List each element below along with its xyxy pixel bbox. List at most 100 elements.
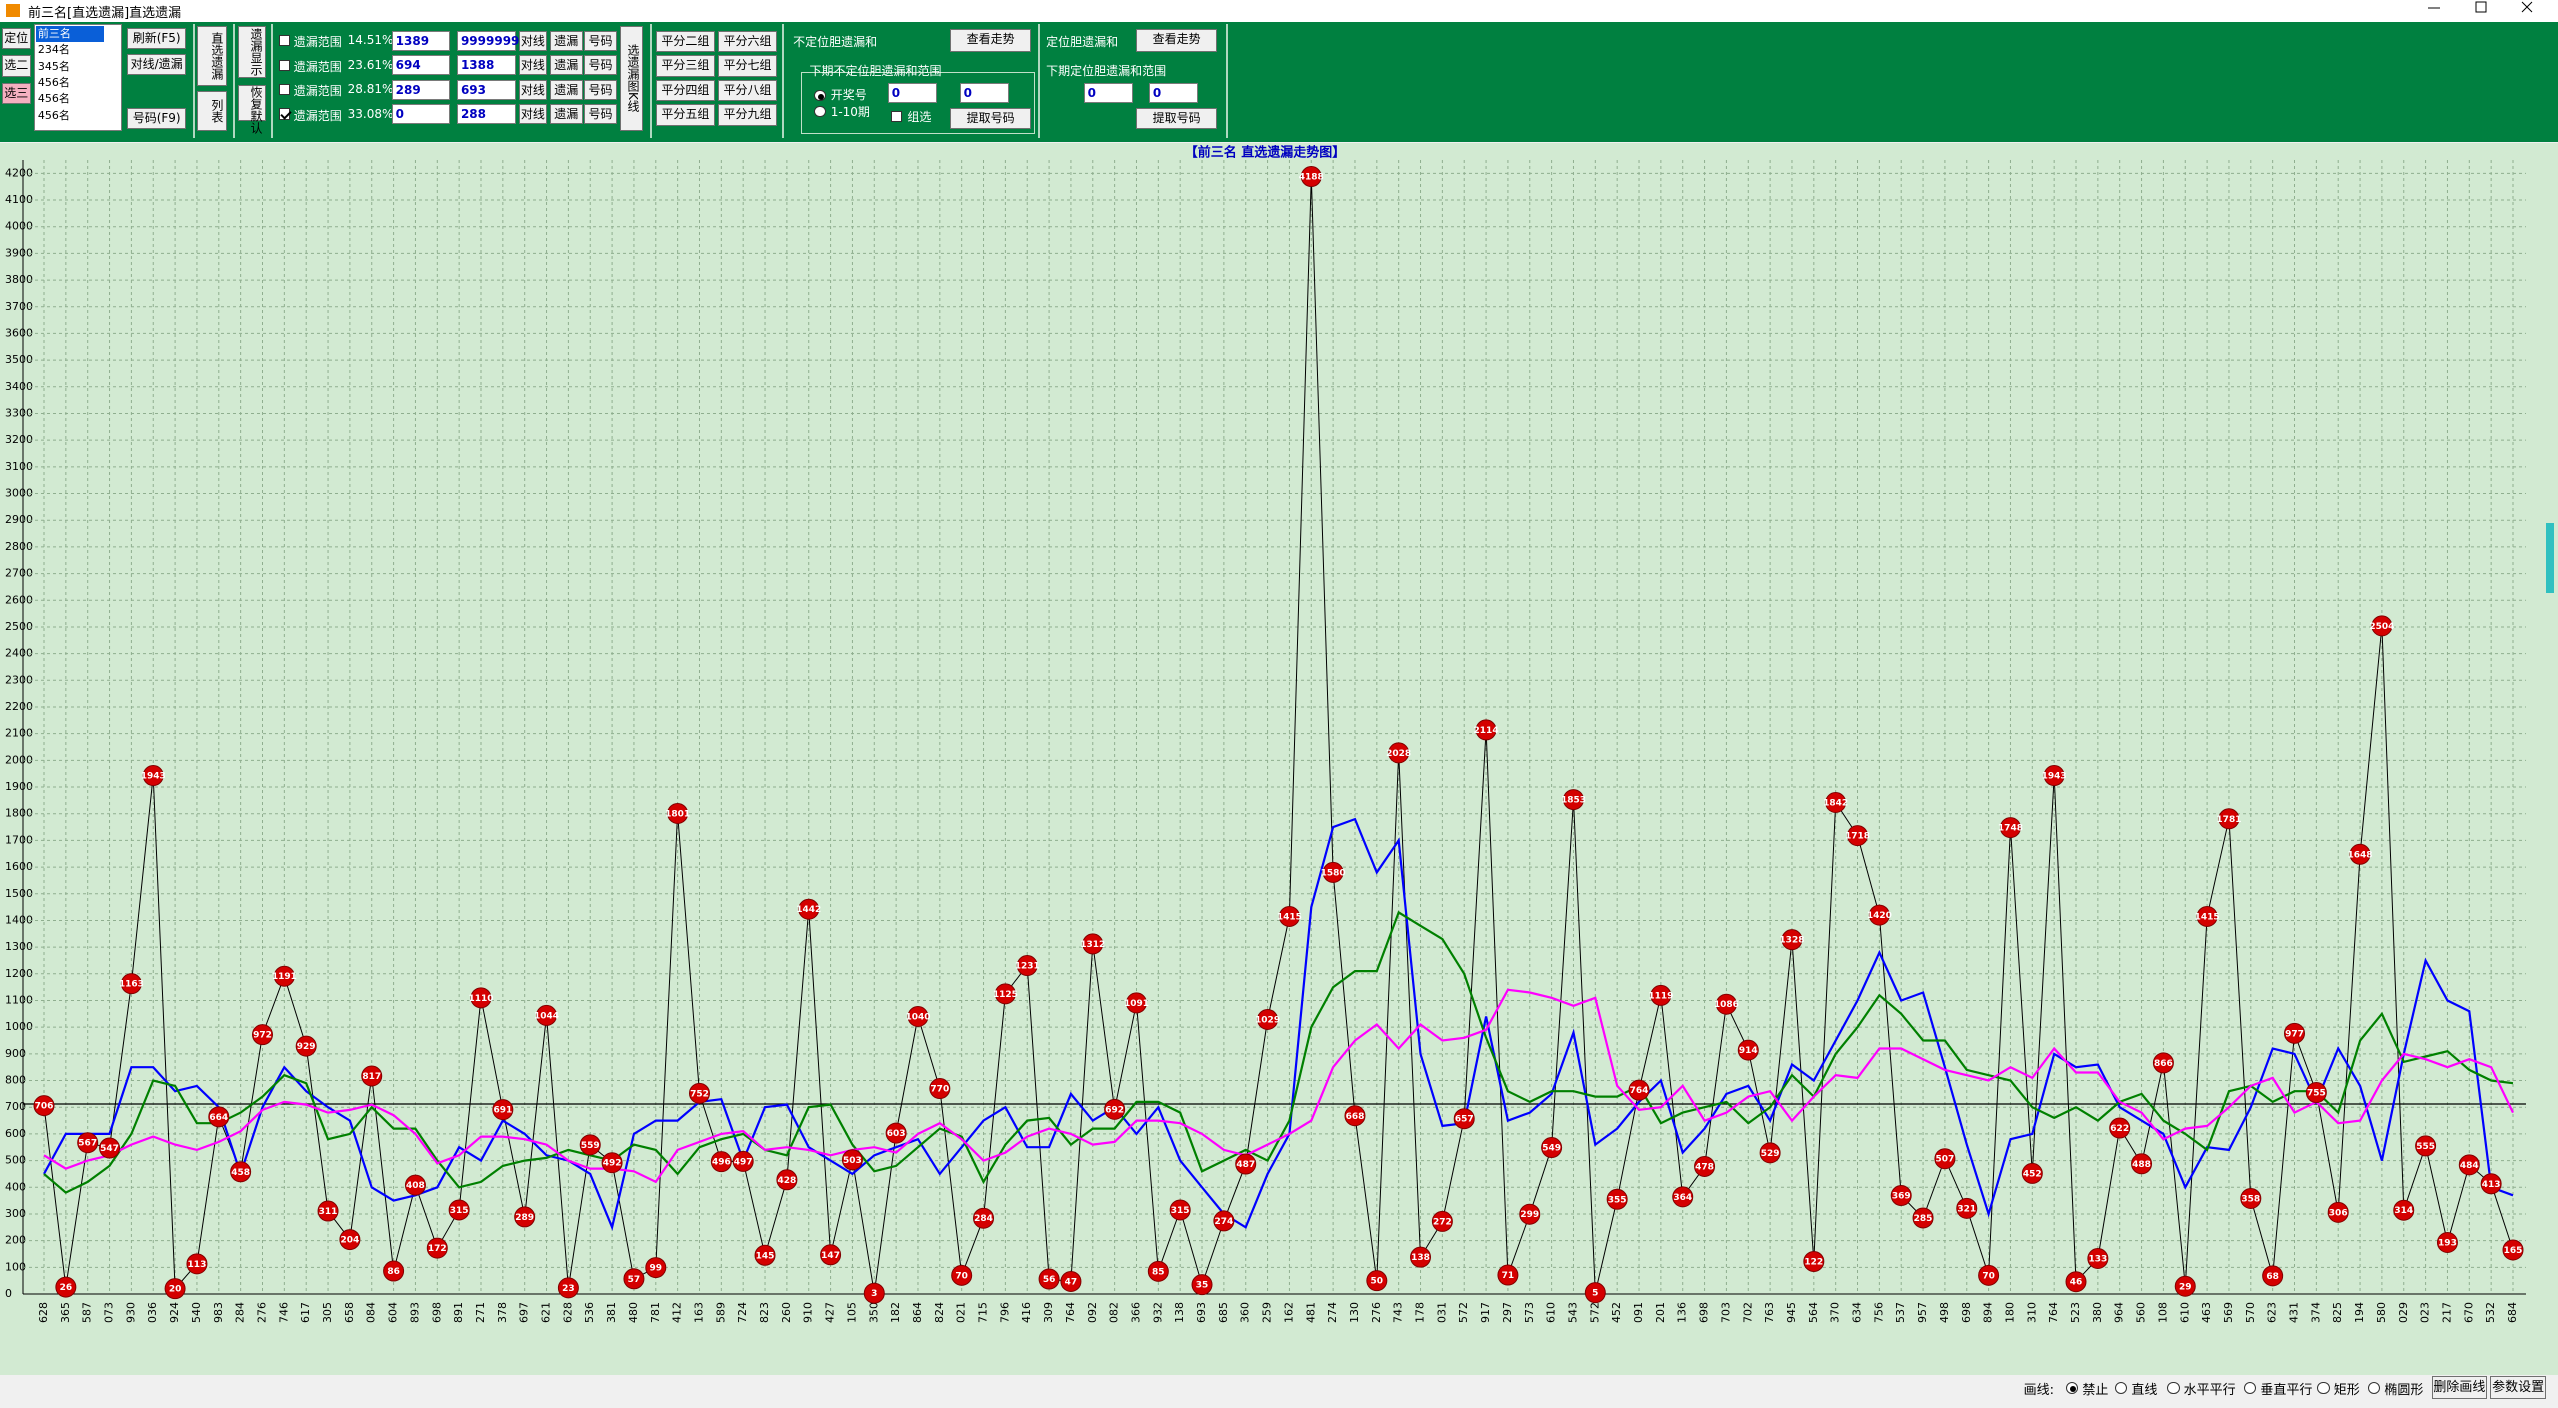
point-label: 85	[1152, 1267, 1165, 1277]
range-checkbox[interactable]	[279, 108, 291, 120]
restore-default-button[interactable]: 恢复默认	[238, 84, 266, 134]
range-row-button[interactable]: 号码	[584, 104, 617, 124]
x-tick-label: 589	[714, 1302, 727, 1323]
draw-option-radio[interactable]	[2066, 1382, 2079, 1395]
extract-button[interactable]: 提取号码	[1135, 107, 1218, 129]
view-trend-button[interactable]: 查看走势	[949, 29, 1032, 53]
number-button[interactable]: 号码(F9)	[127, 107, 187, 129]
kline-button[interactable]: 选遗漏图K线	[620, 26, 643, 131]
line-omission-button[interactable]: 对线/遗漏	[127, 53, 187, 76]
list-button[interactable]: 列表	[197, 91, 227, 131]
rank-list[interactable]	[34, 24, 123, 131]
point-label: 664	[209, 1113, 228, 1123]
position-button[interactable]: 选二	[1, 55, 31, 77]
split-group-button[interactable]: 平分九组	[718, 104, 777, 126]
max-input[interactable]: 0	[959, 83, 1009, 103]
rank-list-item[interactable]: 345名	[37, 59, 70, 73]
split-group-button[interactable]: 平分四组	[656, 79, 715, 102]
rank-list-item[interactable]: 前三名	[35, 26, 105, 42]
range-row-button[interactable]: 遗漏	[549, 30, 583, 51]
omission-show-button[interactable]: 遗漏显示	[238, 26, 266, 79]
range-checkbox[interactable]	[279, 84, 291, 96]
point-label: 315	[450, 1206, 469, 1216]
draw-option-radio[interactable]	[2244, 1382, 2257, 1395]
range-max-input[interactable]: 9999999	[456, 30, 519, 51]
range-row-button[interactable]: 对线	[518, 104, 547, 124]
draw-option-radio[interactable]	[2167, 1382, 2180, 1395]
rank-list-item[interactable]: 456名	[37, 76, 70, 90]
point-label: 972	[253, 1031, 272, 1041]
x-tick-label: 570	[2244, 1302, 2257, 1323]
range-checkbox[interactable]	[279, 35, 291, 47]
range-max-input[interactable]: 693	[456, 79, 516, 100]
maximize-button[interactable]	[2475, 1, 2487, 13]
range-row-button[interactable]: 对线	[518, 79, 547, 100]
range-row-button[interactable]: 号码	[584, 30, 617, 51]
split-group-button[interactable]: 平分八组	[718, 79, 777, 102]
split-group-button[interactable]: 平分五组	[656, 104, 715, 126]
range-min-input[interactable]: 289	[391, 79, 451, 100]
rank-list-item[interactable]: 234名	[37, 43, 70, 57]
range-min-input[interactable]: 1389	[391, 30, 451, 51]
point-marker	[1999, 817, 2021, 839]
direct-omission-button[interactable]: 直选遗漏	[197, 26, 227, 87]
point-marker	[1453, 1108, 1475, 1130]
point-label: 555	[2416, 1142, 2435, 1152]
scrollbar-thumb[interactable]	[2546, 523, 2554, 593]
x-tick-label: 610	[2178, 1302, 2191, 1323]
x-tick-label: 082	[1108, 1302, 1121, 1323]
radio[interactable]	[814, 106, 826, 118]
extract-button[interactable]: 提取号码	[949, 107, 1032, 129]
point-marker	[2327, 1201, 2349, 1223]
min-input[interactable]: 0	[1083, 83, 1133, 103]
group-checkbox[interactable]	[891, 110, 903, 123]
range-row-button[interactable]: 对线	[518, 55, 547, 76]
x-tick-label: 763	[1763, 1302, 1776, 1323]
range-row-button[interactable]: 对线	[518, 30, 547, 51]
status-button[interactable]: 参数设置	[2490, 1376, 2546, 1399]
point-marker	[2109, 1117, 2131, 1139]
min-input[interactable]: 0	[887, 83, 937, 103]
close-button[interactable]	[2521, 1, 2533, 13]
draw-option-radio[interactable]	[2317, 1382, 2330, 1395]
split-group-button[interactable]: 平分六组	[718, 30, 777, 53]
position-button[interactable]: 选三	[1, 83, 31, 105]
point-marker	[601, 1152, 623, 1174]
point-marker	[383, 1260, 405, 1282]
point-marker	[688, 1082, 710, 1104]
range-checkbox[interactable]	[279, 59, 291, 71]
radio[interactable]	[814, 89, 826, 102]
point-label: 559	[581, 1141, 600, 1151]
split-group-button[interactable]: 平分三组	[656, 55, 715, 77]
refresh-button[interactable]: 刷新(F5)	[127, 27, 187, 49]
point-label: 204	[340, 1236, 359, 1246]
point-marker	[426, 1237, 448, 1259]
status-button[interactable]: 删除画线	[2431, 1376, 2488, 1399]
view-trend-button[interactable]: 查看走势	[1135, 29, 1218, 53]
point-label: 284	[974, 1214, 993, 1224]
split-group-button[interactable]: 平分二组	[656, 30, 715, 53]
max-input[interactable]: 0	[1148, 83, 1198, 103]
x-tick-label: 536	[583, 1302, 596, 1323]
split-group-button[interactable]: 平分七组	[718, 55, 777, 77]
draw-option-radio[interactable]	[2368, 1382, 2381, 1395]
range-row-button[interactable]: 遗漏	[549, 55, 583, 76]
range-min-input[interactable]: 694	[391, 55, 451, 76]
rank-list-item[interactable]: 456名	[37, 92, 70, 106]
range-min-input[interactable]: 0	[391, 104, 451, 124]
rank-list-item[interactable]: 456名	[37, 108, 70, 122]
range-row-button[interactable]: 遗漏	[549, 79, 583, 100]
x-tick-label: 572	[1588, 1302, 1601, 1323]
range-max-input[interactable]: 1388	[456, 55, 516, 76]
position-button[interactable]: 定位	[1, 27, 31, 49]
x-tick-label: 360	[1239, 1302, 1252, 1323]
point-label: 484	[2460, 1161, 2479, 1171]
y-tick-label: 3900	[5, 246, 33, 259]
range-row-button[interactable]: 号码	[584, 79, 617, 100]
point-label: 478	[1695, 1162, 1714, 1172]
draw-option-radio[interactable]	[2115, 1382, 2128, 1395]
range-row-button[interactable]: 遗漏	[549, 104, 583, 124]
range-max-input[interactable]: 288	[456, 104, 516, 124]
range-row-button[interactable]: 号码	[584, 55, 617, 76]
y-tick-label: 1700	[5, 833, 33, 846]
